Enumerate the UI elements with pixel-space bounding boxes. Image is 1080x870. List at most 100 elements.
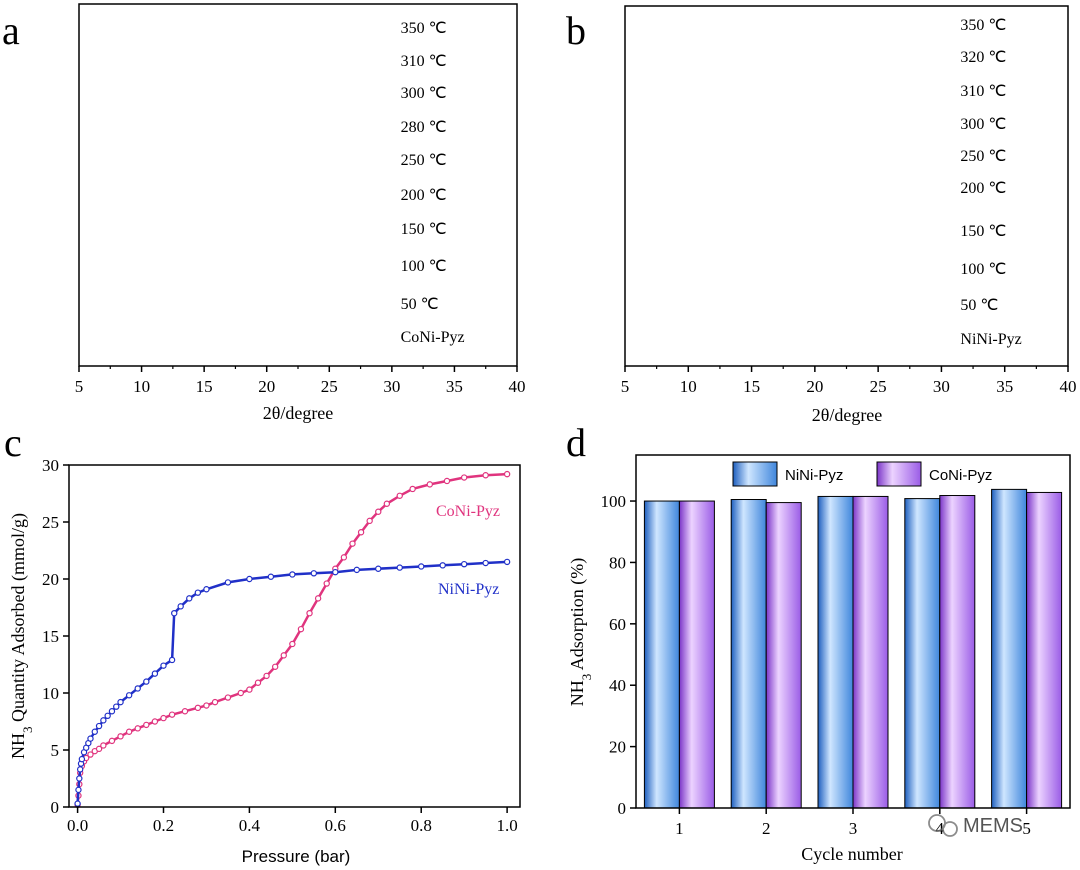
d-x-tick-label-1: 2 (762, 819, 771, 838)
isotherm-0-point-12 (117, 733, 124, 740)
panel-d-y-axis-title: NH3 Adsorption (%) (567, 558, 594, 707)
panel-b-x-axis-title: 2θ/degree (812, 405, 883, 425)
d-y-tick-label-3: 60 (609, 615, 626, 634)
c-y-tick-label-6: 30 (42, 456, 59, 475)
series-a-9-label: 350 ℃ (401, 20, 447, 37)
panel-a-x-axis: 5 10 15 20 25 30 35 40 (75, 366, 526, 396)
panel-c-x-axis-title: Pressure (bar) (242, 847, 351, 866)
isotherm-1-point-21 (160, 662, 167, 669)
isotherm-0-point-48 (503, 470, 511, 478)
c-y-tick-label-0: 0 (51, 798, 60, 817)
isotherm-1-point-16 (117, 698, 124, 706)
isotherm-1-point-10 (91, 728, 98, 735)
isotherm-1-point-23 (171, 610, 178, 617)
bar-nini-cycle-5 (991, 488, 1028, 809)
isotherm-0-point-32 (306, 610, 313, 617)
isotherm-0-point-10 (100, 742, 107, 749)
isotherm-1-point-24 (177, 603, 184, 610)
watermark-text: MEMS (963, 815, 1023, 837)
c-y-tick-label-5: 25 (42, 513, 59, 532)
d-y-tick-label-1: 20 (609, 738, 626, 757)
isotherm-0-point-18 (168, 711, 176, 718)
series-a-6-label: 280 ℃ (401, 119, 447, 136)
c-y-tick-label-2: 10 (42, 684, 59, 703)
isotherm-0-point-34 (323, 580, 330, 587)
isotherm-0-point-43 (409, 485, 416, 493)
isotherm-1-point-19 (143, 678, 150, 685)
bar-coni-cycle-3 (852, 495, 889, 809)
legend-label-nini-pyz: NiNi-Pyz (785, 467, 843, 484)
isotherm-1-point-41 (503, 558, 511, 566)
series-a-7-label: 300 ℃ (401, 85, 447, 102)
isotherm-1-point-1 (75, 786, 82, 794)
isotherm-0-point-11 (108, 737, 116, 745)
panel-a-series-group: CoNi-Pyz 50 ℃ 100 ℃ 150 ℃ 200 ℃ 250 ℃ 280 ℃ 300… (401, 20, 465, 346)
isotherm-1-point-33 (332, 568, 339, 576)
isotherm-0-point-41 (383, 500, 391, 507)
isotherm-1-point-20 (151, 670, 159, 677)
x-tick-label-a-4: 25 (321, 377, 338, 396)
c-x-tick-label-2: 0.4 (239, 816, 261, 835)
c-x-tick-label-3: 0.6 (325, 816, 346, 835)
isotherm-0-point-14 (134, 725, 141, 732)
isotherm-1-point-30 (267, 573, 275, 580)
c-x-tick-label-5: 1.0 (496, 816, 517, 835)
x-tick-label-a-0: 5 (75, 377, 84, 396)
isotherm-1-point-17 (125, 692, 133, 699)
panel-a-x-axis-title: 2θ/degree (263, 403, 334, 423)
series-b-6-label: 300 ℃ (960, 116, 1006, 133)
isotherm-0-point-7 (87, 751, 94, 758)
x-tick-label-a-3: 20 (258, 377, 275, 396)
isotherm-0-line (76, 472, 508, 805)
x-tick-label-a-1: 10 (133, 377, 150, 396)
isotherm-1-point-3 (76, 766, 84, 773)
isotherm-1-point-13 (104, 712, 111, 720)
isotherm-0-point-40 (375, 508, 382, 515)
panel-a-xrd-chart: CoNi-Pyz 50 ℃ 100 ℃ 150 ℃ 200 ℃ 250 ℃ 280 ℃ 300… (75, 4, 526, 423)
isotherm-1-point-0 (74, 800, 81, 807)
isotherm-1-point-5 (78, 755, 86, 763)
isotherm-0-point-27 (263, 672, 270, 680)
isotherm-0-point-46 (460, 474, 468, 481)
panel-d-x-axis-title: Cycle number (801, 844, 902, 864)
legend-label-coni-pyz: CoNi-Pyz (929, 467, 992, 484)
isotherm-0-point-38 (357, 529, 365, 536)
isotherm-0-point-30 (289, 640, 296, 648)
series-a-3-label: 150 ℃ (401, 221, 447, 238)
series-a-2-label: 100 ℃ (401, 258, 447, 275)
panel-b-xrd-chart: NiNi-Pyz 50 ℃ 100 ℃ 150 ℃ 200 ℃ 250 ℃ 300 ℃ 310… (621, 6, 1077, 425)
isotherm-1-point-11 (95, 722, 103, 730)
isotherm-1-point-28 (224, 579, 232, 586)
x-tick-label-b-1: 10 (680, 377, 697, 396)
x-tick-label-b-0: 5 (621, 377, 630, 396)
isotherm-1-point-38 (439, 562, 446, 569)
series-a-4-label: 200 ℃ (401, 187, 447, 204)
series-b-5-label: 250 ℃ (960, 148, 1006, 165)
x-tick-label-b-3: 20 (806, 377, 823, 396)
isotherm-0-point-9 (95, 745, 103, 753)
panel-label-b: b (566, 8, 586, 53)
isotherm-1-point-12 (100, 717, 107, 724)
panel-label-a: a (2, 8, 20, 53)
isotherm-0-point-45 (443, 477, 451, 485)
isotherm-1-point-27 (203, 586, 210, 593)
isotherm-0-point-17 (160, 714, 167, 722)
isotherm-0-point-15 (143, 721, 150, 729)
panel-d-bar-chart: 1 2 3 4 5 0 20 40 60 80 100 Cycle number NH3 Adsor… (567, 454, 1071, 864)
d-y-tick-label-4: 80 (609, 553, 626, 572)
isotherm-0-point-39 (366, 517, 373, 525)
c-x-tick-label-1: 0.2 (153, 816, 174, 835)
isotherm-1-point-31 (289, 571, 296, 578)
series-a-5-label: 250 ℃ (401, 152, 447, 169)
isotherm-0-point-42 (396, 492, 403, 499)
series-b-0-label: NiNi-Pyz (960, 331, 1021, 348)
isotherm-0-point-25 (246, 686, 253, 693)
panel-d-bars-group (643, 488, 1063, 809)
isotherm-1-point-25 (186, 595, 193, 602)
isotherm-1-point-40 (482, 559, 489, 567)
isotherm-1-point-22 (168, 656, 176, 664)
isotherm-1-point-2 (76, 775, 83, 782)
series-b-2-label: 100 ℃ (960, 261, 1006, 278)
d-x-tick-label-4: 5 (1022, 819, 1031, 838)
legend-swatch-coni-pyz (876, 461, 922, 487)
